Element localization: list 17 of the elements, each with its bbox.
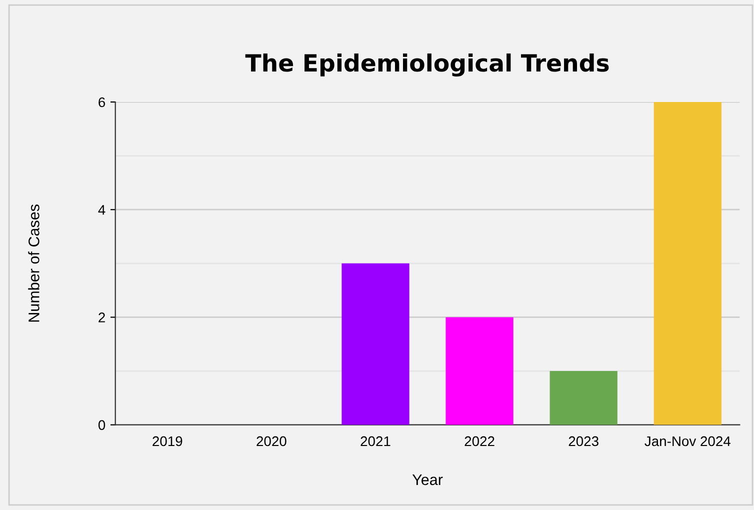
x-axis-title: Year	[412, 474, 443, 486]
x-tick-label: 2021	[360, 436, 390, 446]
chart-title: The Epidemiological Trends	[245, 54, 609, 77]
x-tick-label: 2020	[256, 436, 286, 446]
bar	[446, 317, 514, 425]
x-tick-label: 2022	[464, 436, 494, 446]
bar	[342, 263, 410, 425]
y-tick-label: 4	[98, 205, 106, 215]
bar	[550, 371, 618, 425]
y-tick-label: 2	[98, 312, 105, 322]
y-tick-label: 0	[98, 420, 106, 430]
x-tick-label: 2023	[568, 436, 598, 446]
x-tick-label: 2019	[152, 436, 182, 446]
x-tick-label: Jan-Nov 2024	[644, 436, 730, 446]
bar	[654, 102, 722, 425]
y-axis-title: Number of Cases	[28, 204, 40, 322]
y-tick-label: 6	[98, 97, 106, 108]
